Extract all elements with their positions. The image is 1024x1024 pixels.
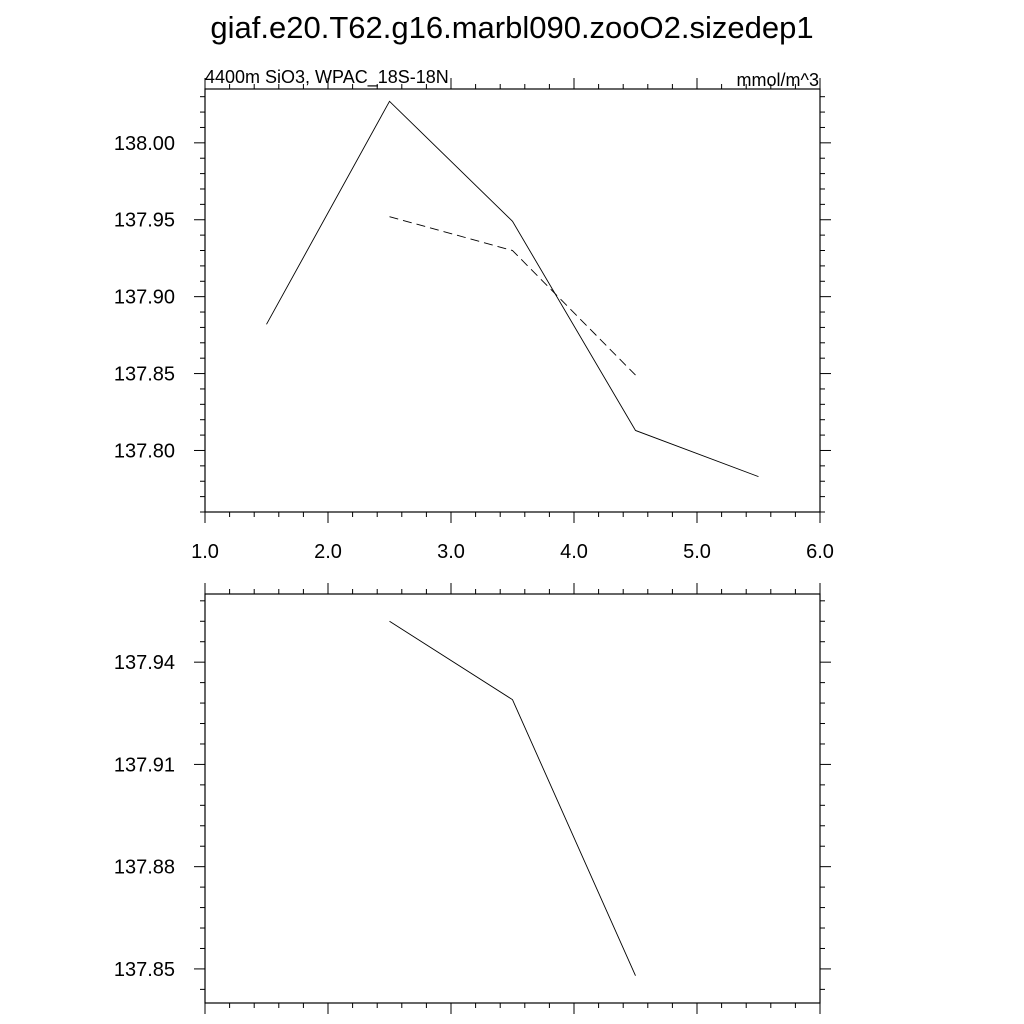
y-tick-label: 137.80 [114,440,175,462]
y-tick-label: 137.85 [114,364,175,386]
solid-series-line [266,100,759,478]
chart-title: giaf.e20.T62.g16.marbl090.zooO2.sizedep1 [210,10,813,45]
x-tick-label: 3.0 [437,541,465,563]
y-tick-label: 137.94 [114,652,175,674]
x-tick-label: 2.0 [314,541,342,563]
solid-series-line [389,620,636,976]
y-tick-label: 137.88 [114,857,175,879]
y-tick-label: 137.91 [114,754,175,776]
x-tick-label: 5.0 [683,541,711,563]
plot-frame [204,593,821,1004]
x-tick-label: 1.0 [191,541,219,563]
dashed-series-line [389,216,636,376]
chart-units-label: mmol/m^3 [737,70,819,90]
chart-subtitle-left: 4400m SiO3, WPAC_18S-18N [205,67,449,88]
top-panel: 1.0 2.0 3.0 4.0 5.0 6.0 137.80 137.85 137.90 137.… [114,78,834,563]
x-tick-label: 6.0 [806,541,834,563]
y-tick-label: 137.95 [114,210,175,232]
bottom-panel: 137.85 137.88 137.91 137.94 [114,583,831,1014]
y-tick-label: 137.90 [114,287,175,309]
plot-frame [204,88,821,513]
y-tick-label: 138.00 [114,133,175,155]
y-tick-label: 137.85 [114,959,175,981]
x-tick-label: 4.0 [560,541,588,563]
